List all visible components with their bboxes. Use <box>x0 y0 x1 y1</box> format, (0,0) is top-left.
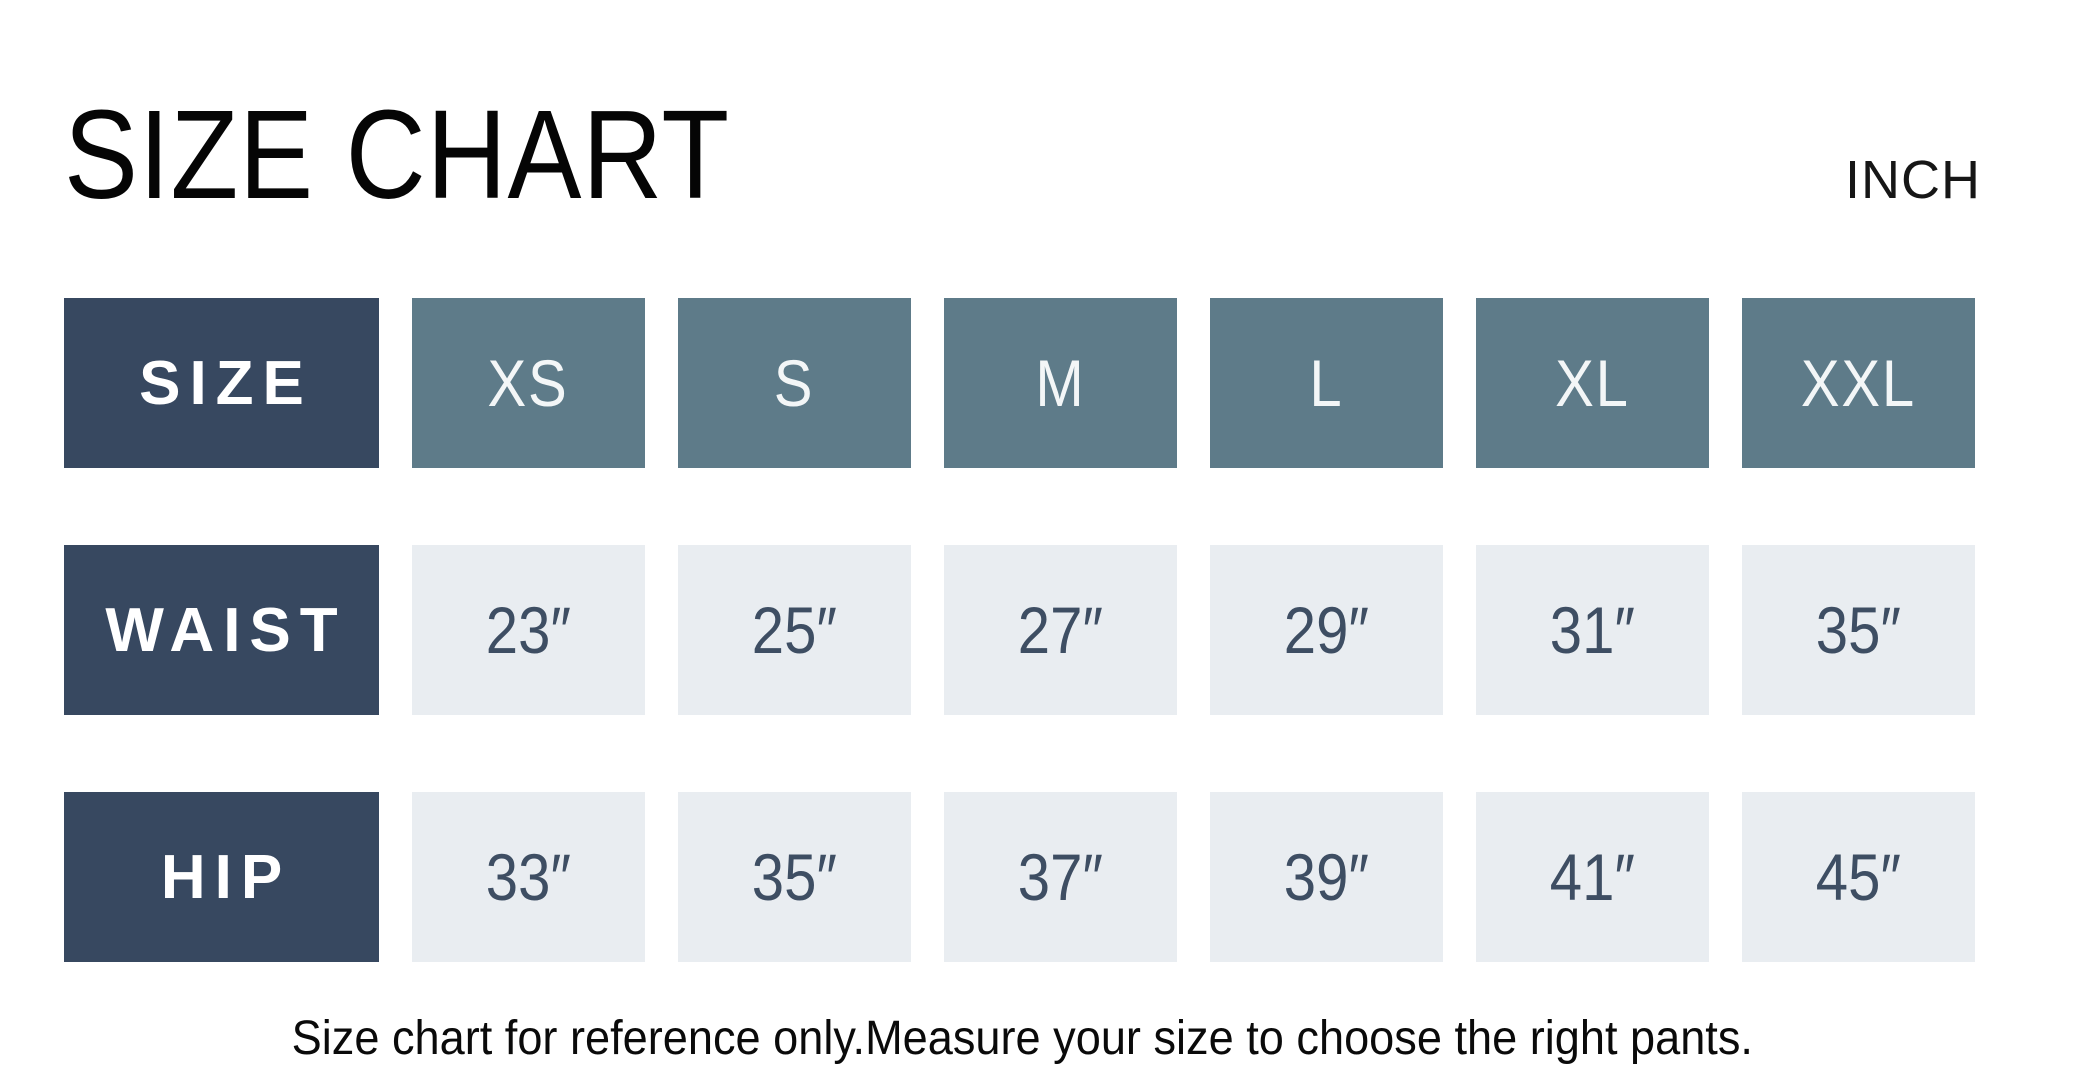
waist-cell-xxl: 35″ <box>1742 545 1975 715</box>
header: SIZE CHART INCH <box>64 0 1981 218</box>
waist-cell-l: 29″ <box>1210 545 1443 715</box>
size-cell-xl-text: XL <box>1555 346 1630 420</box>
row-label-waist-text: WAIST <box>105 595 347 665</box>
hip-cell-s-text: 35″ <box>751 840 838 914</box>
hip-cell-xl-text: 41″ <box>1549 840 1636 914</box>
size-cell-l: L <box>1210 298 1443 468</box>
size-cell-xs: XS <box>412 298 645 468</box>
hip-cell-l: 39″ <box>1210 792 1443 962</box>
waist-cell-l-text: 29″ <box>1283 593 1370 667</box>
waist-cell-m-text: 27″ <box>1017 593 1104 667</box>
hip-cell-xxl: 45″ <box>1742 792 1975 962</box>
hip-cell-s: 35″ <box>678 792 911 962</box>
size-table: SIZE XS S M L XL XXL WAIST 23″ 25″ 27″ 2… <box>64 298 1981 962</box>
waist-cell-s: 25″ <box>678 545 911 715</box>
row-label-size-text: SIZE <box>139 348 313 418</box>
hip-cell-m: 37″ <box>944 792 1177 962</box>
page-title-text: SIZE CHART <box>64 84 730 225</box>
waist-cell-xs-text: 23″ <box>485 593 572 667</box>
size-cell-s: S <box>678 298 911 468</box>
waist-cell-xl-text: 31″ <box>1549 593 1636 667</box>
waist-cell-m: 27″ <box>944 545 1177 715</box>
size-cell-xxl: XXL <box>1742 298 1975 468</box>
waist-cell-xs: 23″ <box>412 545 645 715</box>
hip-cell-l-text: 39″ <box>1283 840 1370 914</box>
unit-label-text: INCH <box>1845 150 1981 210</box>
footer-note-text: Size chart for reference only.Measure yo… <box>291 1012 1754 1065</box>
size-cell-xxl-text: XXL <box>1800 346 1917 420</box>
row-label-size: SIZE <box>64 298 379 468</box>
waist-cell-s-text: 25″ <box>751 593 838 667</box>
footer-note: Size chart for reference only.Measure yo… <box>64 1010 1981 1068</box>
waist-cell-xxl-text: 35″ <box>1815 593 1902 667</box>
size-cell-m: M <box>944 298 1177 468</box>
hip-cell-xxl-text: 45″ <box>1815 840 1902 914</box>
waist-cell-xl: 31″ <box>1476 545 1709 715</box>
hip-cell-xs: 33″ <box>412 792 645 962</box>
hip-cell-xl: 41″ <box>1476 792 1709 962</box>
unit-label: INCH <box>1845 153 1981 207</box>
hip-cell-m-text: 37″ <box>1017 840 1104 914</box>
row-label-waist: WAIST <box>64 545 379 715</box>
size-cell-m-text: M <box>1035 346 1086 420</box>
row-label-hip-text: HIP <box>160 842 292 912</box>
size-cell-xl: XL <box>1476 298 1709 468</box>
size-cell-s-text: S <box>774 346 815 420</box>
size-cell-l-text: L <box>1309 346 1344 420</box>
size-cell-xs-text: XS <box>487 346 569 420</box>
row-label-hip: HIP <box>64 792 379 962</box>
hip-cell-xs-text: 33″ <box>485 840 572 914</box>
page-title: SIZE CHART <box>64 92 821 218</box>
